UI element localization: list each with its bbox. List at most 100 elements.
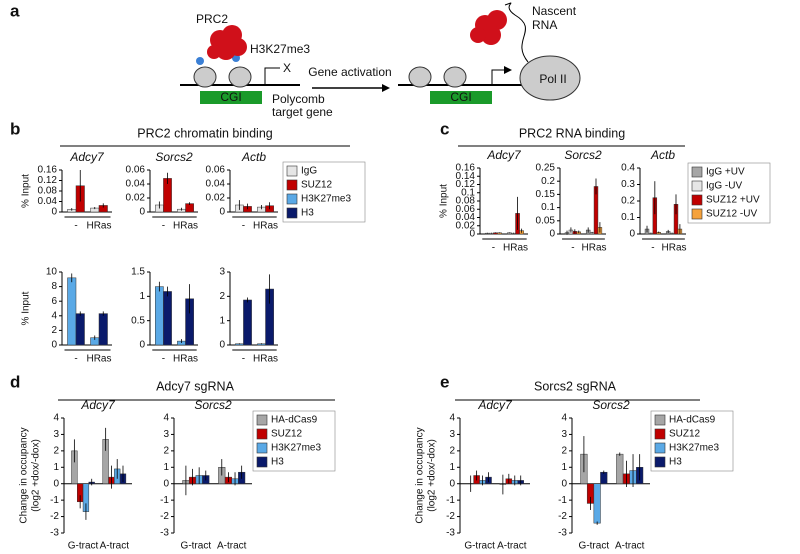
x-tick-label: G-tract bbox=[579, 541, 610, 552]
legend-label: SUZ12 bbox=[669, 429, 701, 440]
x-tick-label: G-tract bbox=[464, 541, 495, 552]
cgi-box bbox=[430, 91, 492, 104]
chart-title: Sorcs2 bbox=[592, 398, 630, 412]
y-tick-label: -1 bbox=[446, 495, 455, 506]
rna bbox=[504, 2, 529, 63]
legend-swatch bbox=[691, 166, 703, 178]
legend-label: SUZ12 bbox=[271, 429, 303, 440]
y-tick-label: -3 bbox=[558, 528, 567, 539]
y-tick-label: 3 bbox=[219, 267, 225, 278]
nucleosome bbox=[408, 66, 432, 88]
x-tick-label: HRas bbox=[662, 243, 687, 254]
x-tick-label: - bbox=[242, 354, 245, 365]
y-tick-label: -1 bbox=[558, 495, 567, 506]
y-tick-label: -2 bbox=[50, 511, 59, 522]
legend-label: HA-dCas9 bbox=[271, 415, 318, 426]
y-tick-label: 10 bbox=[46, 267, 58, 278]
chart-title: Actb bbox=[241, 150, 266, 164]
y-tick-label: 1.5 bbox=[131, 267, 145, 278]
y-tick-label: 0.02 bbox=[206, 193, 226, 204]
legend-box bbox=[252, 410, 336, 472]
x-tick-label: HRas bbox=[253, 354, 278, 365]
prc2-complex bbox=[207, 25, 247, 60]
x-tick-label: HRas bbox=[253, 221, 278, 232]
y-tick-label: 1 bbox=[561, 462, 567, 473]
y-tick-label: -3 bbox=[160, 528, 169, 539]
legend-swatch bbox=[654, 414, 666, 426]
blocked-label: X bbox=[283, 61, 291, 75]
y-tick-label: 0.2 bbox=[621, 196, 635, 207]
y-tick-label: 8 bbox=[51, 281, 57, 292]
panel-labels: a b c d e bbox=[10, 1, 449, 391]
x-tick-label: A-tract bbox=[497, 541, 527, 552]
y-tick-label: 0 bbox=[139, 340, 145, 351]
x-tick-label: HRas bbox=[86, 354, 111, 365]
y-tick-label: 3 bbox=[163, 429, 169, 440]
legend-box bbox=[687, 162, 771, 224]
legend-label: H3K27me3 bbox=[669, 443, 719, 454]
y-tick-label: 0.02 bbox=[126, 193, 146, 204]
y-tick-label: 1 bbox=[139, 291, 145, 302]
y-tick-label: 3 bbox=[561, 429, 567, 440]
arrowhead bbox=[504, 66, 512, 74]
y-tick-label: 1 bbox=[219, 315, 225, 326]
modification bbox=[196, 57, 204, 65]
y-tick-label: 0.04 bbox=[126, 179, 146, 190]
y-tick-label: 4 bbox=[449, 413, 455, 424]
y-axis-label: % Input bbox=[21, 174, 32, 208]
y-axis-label: (log2 +dox/-dox) bbox=[31, 439, 42, 512]
y-tick-label: 0 bbox=[219, 207, 225, 218]
y-tick-label: 0.3 bbox=[621, 179, 635, 190]
y-tick-label: 0.06 bbox=[206, 165, 226, 176]
x-tick-label: A-tract bbox=[217, 541, 247, 552]
gene-label: target gene bbox=[272, 105, 333, 119]
y-axis-label: % Input bbox=[21, 291, 32, 325]
y-tick-label: 0.06 bbox=[126, 165, 146, 176]
rna-label: Nascent bbox=[532, 4, 577, 18]
gene-label: Polycomb bbox=[272, 92, 325, 106]
bar bbox=[98, 313, 108, 346]
legend-label: IgG +UV bbox=[706, 167, 745, 178]
y-tick-label: 0.08 bbox=[38, 186, 58, 197]
y-tick-label: -3 bbox=[50, 528, 59, 539]
panel-label: e bbox=[440, 372, 449, 391]
y-tick-label: 0 bbox=[51, 207, 57, 218]
y-tick-label: 4 bbox=[51, 310, 57, 321]
y-tick-label: 2 bbox=[163, 445, 169, 456]
y-tick-label: 0.15 bbox=[536, 189, 556, 200]
y-tick-label: 2 bbox=[51, 325, 57, 336]
panel-header: Adcy7 sgRNA bbox=[156, 379, 234, 393]
y-tick-label: 0.12 bbox=[456, 179, 476, 190]
bar bbox=[616, 453, 624, 484]
y-axis-label: (log2 +dox/-dox) bbox=[427, 439, 438, 512]
legend-label: SUZ12 bbox=[301, 180, 333, 191]
rna-label: RNA bbox=[532, 18, 557, 32]
y-tick-label: 0.1 bbox=[461, 187, 475, 198]
diagram: CGI PRC2 H3K27me3 X Polycomb target gene… bbox=[180, 2, 581, 119]
y-tick-label: -2 bbox=[558, 511, 567, 522]
legend-label: SUZ12 -UV bbox=[706, 209, 757, 220]
x-tick-label: HRas bbox=[173, 221, 198, 232]
cgi-box bbox=[200, 91, 262, 104]
y-tick-label: 0.14 bbox=[456, 171, 476, 182]
y-tick-label: 2 bbox=[53, 445, 59, 456]
chart-title: Sorcs2 bbox=[194, 398, 232, 412]
y-tick-label: 0.02 bbox=[456, 220, 476, 231]
legend-label: IgG -UV bbox=[706, 181, 742, 192]
y-tick-label: -2 bbox=[160, 511, 169, 522]
y-tick-label: -1 bbox=[50, 495, 59, 506]
y-tick-label: 0 bbox=[549, 229, 555, 240]
legend-swatch bbox=[654, 428, 666, 440]
legend-box bbox=[282, 161, 366, 223]
legend-label: SUZ12 +UV bbox=[706, 195, 760, 206]
y-tick-label: 0.05 bbox=[536, 215, 556, 226]
legend-swatch bbox=[286, 165, 298, 177]
chart-title: Adcy7 bbox=[486, 148, 522, 162]
arrow-label: Gene activation bbox=[308, 65, 391, 79]
y-tick-label: 2 bbox=[219, 291, 225, 302]
bar bbox=[75, 313, 85, 346]
headers: PRC2 chromatin binding PRC2 RNA binding … bbox=[58, 126, 700, 401]
y-tick-label: -3 bbox=[446, 528, 455, 539]
y-tick-label: 2 bbox=[561, 445, 567, 456]
y-axis-label: Change in occupancy bbox=[415, 427, 426, 523]
